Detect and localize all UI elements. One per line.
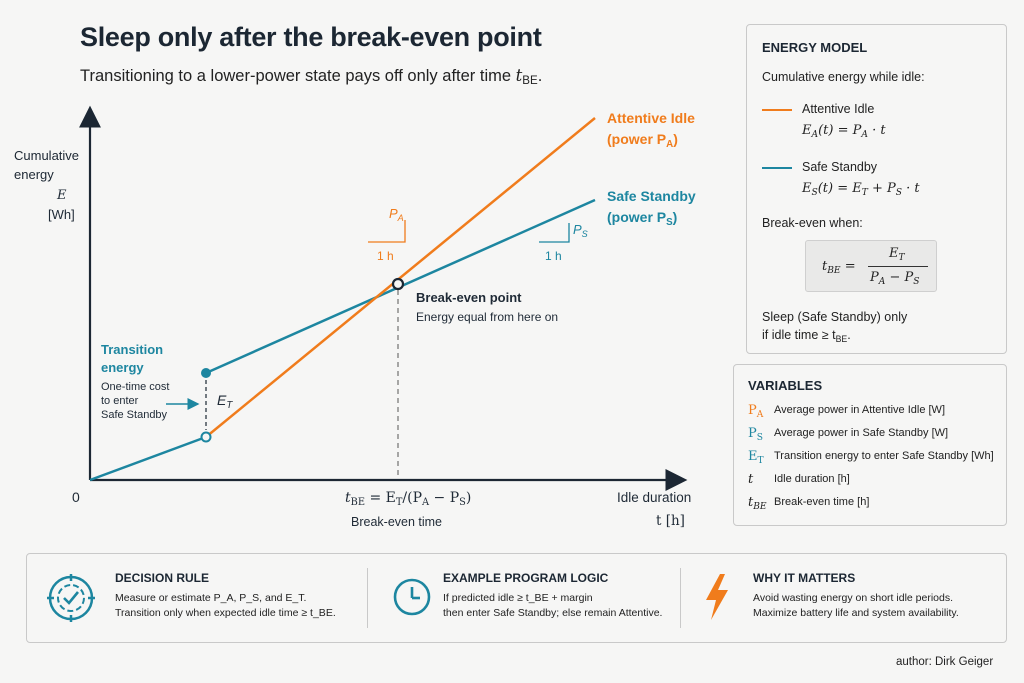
break-even-point [391,277,405,291]
attentive-equation: EA(t) = PA · t [802,123,886,140]
attentive-series-label: Attentive Idle (power PA) [607,110,695,150]
variables-panel: VARIABLES PA Average power in Attentive I… [733,364,1007,526]
page-subtitle: Transitioning to a lower-power state pay… [80,66,543,87]
x-axis-unit: t [h] [656,513,685,529]
variable-row: tBE Break-even time [h] [748,495,870,512]
bottom-summary-panel: DECISION RULE Measure or estimate P_A, P… [26,553,1007,643]
energy-model-intro: Cumulative energy while idle: [762,70,925,84]
slope-s-run: 1 h [545,249,562,263]
slope-s-label: PS [573,222,588,239]
attentive-legend-line [762,109,792,111]
why-it-matters: WHY IT MATTERS Avoid wasting energy on s… [753,571,959,619]
formula-denominator: PA − PS [870,270,920,287]
x-axis-label: Idle duration [617,490,692,505]
slope-triangle-safe [539,223,570,243]
break-even-title: Break-even point [416,290,522,305]
safe-legend-line [762,167,792,169]
y-axis-label: Cumulative energy [14,148,80,182]
divider [367,568,368,628]
formula-lhs: tBE = [822,259,856,276]
safe-legend-name: Safe Standby [802,160,878,174]
y-axis-unit: [Wh] [48,207,75,222]
divider [680,568,681,628]
sleep-rule: Sleep (Safe Standby) only if idle time ≥… [762,310,908,344]
et-label: ET [217,392,233,411]
energy-chart [79,105,688,491]
break-even-when: Break-even when: [762,216,863,230]
transition-end-point [201,368,211,378]
break-even-formula-box: tBE = ET PA − PS [805,240,937,292]
author-credit: author: Dirk Geiger [896,656,994,668]
variable-symbol: ET [748,449,764,466]
attentive-idle-line [205,117,596,438]
variable-symbol: t [748,472,754,487]
tbe-caption: Break-even time [351,515,443,529]
break-even-desc: Energy equal from here on [416,310,559,324]
slope-triangle-attentive [368,220,406,243]
energy-model-heading: ENERGY MODEL [762,40,868,55]
safe-standby-pre-line [89,435,207,482]
safe-equation: ES(t) = ET + PS · t [802,181,920,198]
variable-row: t Idle duration [h] [748,472,850,487]
target-check-icon [47,574,95,622]
tbe-formula: tBE = ET/(PA − PS) [345,490,472,508]
transition-start-point [200,431,212,443]
attentive-legend-name: Attentive Idle [802,102,875,116]
formula-fraction-bar [868,266,928,267]
y-axis-var: E [57,188,67,203]
origin-label: 0 [72,489,80,505]
variable-row: PS Average power in Safe Standby [W] [748,426,949,443]
variable-row: ET Transition energy to enter Safe Standb… [748,449,994,466]
variables-heading: VARIABLES [748,378,823,393]
lightning-bolt-icon [706,574,728,620]
variable-row: PA Average power in Attentive Idle [W] [748,403,945,420]
page-title: Sleep only after the break-even point [80,22,542,52]
decision-rule: DECISION RULE Measure or estimate P_A, P… [115,571,336,619]
variable-symbol: tBE [748,495,767,512]
program-logic: EXAMPLE PROGRAM LOGIC If predicted idle … [443,571,663,619]
slope-a-run: 1 h [377,249,394,263]
safe-series-label: Safe Standby (power PS) [607,188,696,228]
transition-energy-desc: One-time cost to enter Safe Standby [101,381,170,421]
clock-icon [393,578,431,616]
transition-energy-title: Transition energy [101,342,164,375]
formula-numerator: ET [889,246,905,263]
variable-symbol: PS [748,426,763,443]
energy-model-panel: ENERGY MODEL Cumulative energy while idl… [746,24,1007,354]
slope-a-label: PA [389,206,404,223]
variable-symbol: PA [748,403,764,420]
